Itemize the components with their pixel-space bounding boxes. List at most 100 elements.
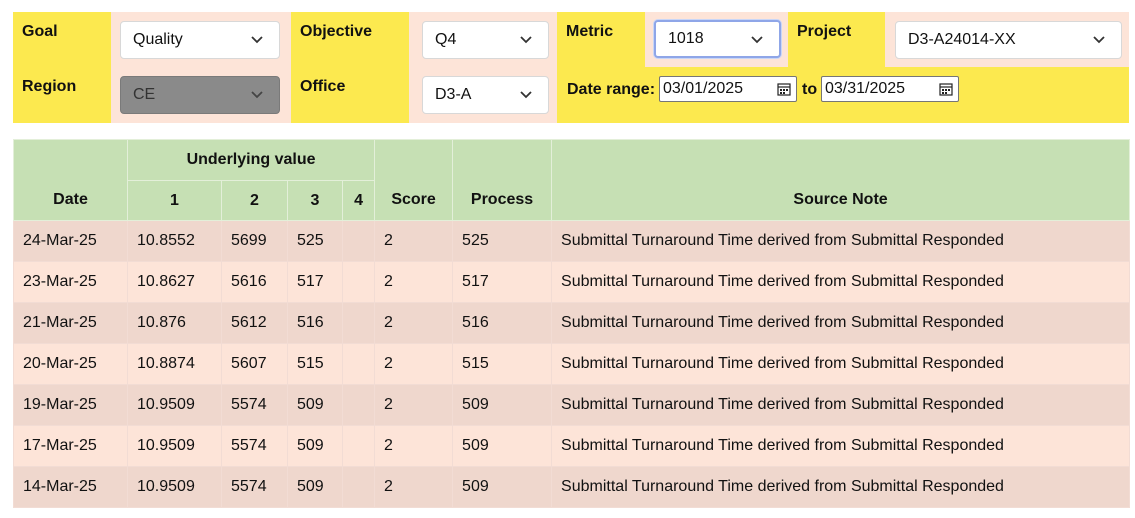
date-to-value: 03/31/2025 (825, 80, 906, 97)
cell-date: 21-Mar-25 (13, 302, 128, 344)
goal-label: Goal (13, 12, 111, 67)
cell-value-1: 10.8627 (127, 261, 222, 303)
table-row: 20-Mar-25 10.8874 5607 515 2 515 Submittal Tur… (13, 343, 1131, 385)
header-process: Process (452, 139, 553, 221)
header-sub-2: 2 (221, 180, 288, 221)
cell-score: 2 (374, 302, 454, 344)
cell-value-3: 515 (287, 343, 343, 385)
table-row: 19-Mar-25 10.9509 5574 509 2 509 Submittal Tur… (13, 384, 1131, 426)
header-sub-1: 1 (127, 180, 222, 221)
calendar-icon[interactable] (939, 82, 953, 101)
cell-value-3: 509 (287, 425, 343, 467)
cell-value-2: 5616 (221, 261, 288, 303)
cell-value-4 (341, 302, 376, 344)
goal-select-value: Quality (133, 31, 183, 48)
cell-value-2: 5574 (221, 384, 288, 426)
cell-score: 2 (374, 466, 454, 508)
chevron-down-icon (520, 22, 534, 58)
objective-select-value: Q4 (435, 31, 457, 48)
cell-value-3: 525 (287, 220, 343, 262)
cell-process: 517 (452, 261, 553, 303)
objective-select[interactable]: Q4 (422, 21, 549, 59)
cell-score: 2 (374, 343, 454, 385)
date-from-input[interactable]: 03/01/2025 (659, 76, 797, 102)
objective-label: Objective (291, 12, 409, 67)
cell-value-3: 509 (287, 466, 343, 508)
cell-date: 23-Mar-25 (13, 261, 128, 303)
office-label: Office (291, 67, 409, 123)
cell-date: 14-Mar-25 (13, 466, 128, 508)
cell-source-note: Submittal Turnaround Time derived from S… (551, 302, 1131, 344)
table-row: 23-Mar-25 10.8627 5616 517 2 517 Submittal Tur… (13, 261, 1131, 303)
cell-date: 20-Mar-25 (13, 343, 128, 385)
filter-panel: Goal Quality Objective Q4 Metric 1018 Pr… (13, 12, 1129, 123)
chevron-down-icon (751, 22, 765, 58)
cell-score: 2 (374, 384, 454, 426)
cell-value-4 (341, 384, 376, 426)
table-body: 24-Mar-25 10.8552 5699 525 2 525 Submittal Tur… (13, 220, 1131, 508)
cell-score: 2 (374, 425, 454, 467)
table-row: 14-Mar-25 10.9509 5574 509 2 509 Submittal Tur… (13, 466, 1131, 508)
table-row: 24-Mar-25 10.8552 5699 525 2 525 Submittal Tur… (13, 220, 1131, 262)
cell-value-2: 5574 (221, 425, 288, 467)
cell-value-4 (341, 220, 376, 262)
office-select[interactable]: D3-A (422, 76, 549, 114)
chevron-down-icon (520, 77, 534, 113)
cell-value-3: 509 (287, 384, 343, 426)
project-select[interactable]: D3-A24014-XX (895, 21, 1122, 59)
cell-value-1: 10.876 (127, 302, 222, 344)
region-label: Region (13, 67, 111, 123)
cell-process: 525 (452, 220, 553, 262)
table-row: 21-Mar-25 10.876 5612 516 2 516 Submittal Turn… (13, 302, 1131, 344)
cell-value-2: 5612 (221, 302, 288, 344)
chevron-down-icon (251, 77, 265, 113)
cell-source-note: Submittal Turnaround Time derived from S… (551, 425, 1131, 467)
date-range-label: Date range: (567, 81, 656, 98)
cell-source-note: Submittal Turnaround Time derived from S… (551, 220, 1131, 262)
cell-score: 2 (374, 220, 454, 262)
cell-process: 516 (452, 302, 553, 344)
region-select: CE (120, 76, 280, 114)
cell-value-4 (341, 425, 376, 467)
cell-value-4 (341, 343, 376, 385)
cell-value-1: 10.8552 (127, 220, 222, 262)
metric-label: Metric (557, 12, 645, 67)
project-label: Project (788, 12, 885, 67)
cell-date: 19-Mar-25 (13, 384, 128, 426)
header-sub-3: 3 (287, 180, 343, 221)
header-sub-4: 4 (341, 180, 376, 221)
cell-value-2: 5699 (221, 220, 288, 262)
project-select-value: D3-A24014-XX (908, 31, 1016, 48)
cell-source-note: Submittal Turnaround Time derived from S… (551, 384, 1131, 426)
date-range-block: Date range: 03/01/2025 to 03/31/2025 (557, 67, 1129, 123)
header-underlying-value: Underlying value (126, 139, 376, 181)
cell-value-3: 516 (287, 302, 343, 344)
cell-source-note: Submittal Turnaround Time derived from S… (551, 466, 1131, 508)
chevron-down-icon (1093, 22, 1107, 58)
metric-select-value: 1018 (668, 30, 704, 47)
cell-value-2: 5607 (221, 343, 288, 385)
cell-value-1: 10.9509 (127, 384, 222, 426)
calendar-icon[interactable] (777, 82, 791, 101)
cell-value-4 (341, 466, 376, 508)
date-to-input[interactable]: 03/31/2025 (821, 76, 959, 102)
data-table: Date Underlying value Score Process Sour… (13, 139, 1131, 508)
chevron-down-icon (251, 22, 265, 58)
cell-value-1: 10.8874 (127, 343, 222, 385)
date-range-to-label: to (802, 81, 818, 98)
office-select-value: D3-A (435, 86, 472, 103)
metric-select[interactable]: 1018 (654, 20, 781, 58)
header-source-note: Source Note (551, 139, 1131, 221)
cell-value-1: 10.9509 (127, 425, 222, 467)
cell-value-2: 5574 (221, 466, 288, 508)
goal-select[interactable]: Quality (120, 21, 280, 59)
date-from-value: 03/01/2025 (663, 80, 744, 97)
cell-date: 24-Mar-25 (13, 220, 128, 262)
region-select-value: CE (133, 86, 156, 103)
cell-score: 2 (374, 261, 454, 303)
cell-process: 509 (452, 466, 553, 508)
header-score: Score (374, 139, 454, 221)
cell-value-4 (341, 261, 376, 303)
cell-source-note: Submittal Turnaround Time derived from S… (551, 261, 1131, 303)
cell-process: 515 (452, 343, 553, 385)
